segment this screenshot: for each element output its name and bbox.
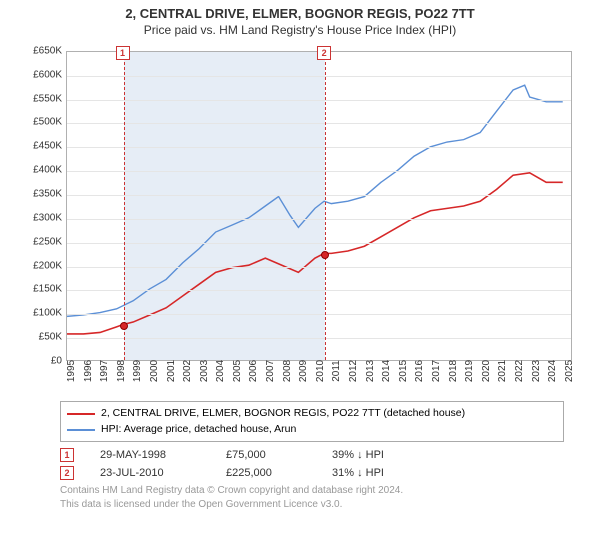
chart-container: 2, CENTRAL DRIVE, ELMER, BOGNOR REGIS, P… [0, 0, 600, 560]
legend-row: 2, CENTRAL DRIVE, ELMER, BOGNOR REGIS, P… [67, 406, 557, 422]
y-axis-label: £100K [20, 308, 62, 319]
sale-price: £75,000 [226, 449, 306, 461]
series-hpi [67, 85, 563, 316]
marker-dot-2 [321, 251, 329, 259]
x-axis-label: 2025 [564, 360, 586, 382]
sale-price: £225,000 [226, 467, 306, 479]
attribution-line-2: This data is licensed under the Open Gov… [60, 498, 570, 512]
gridline-h [67, 100, 571, 101]
y-axis-label: £250K [20, 236, 62, 247]
y-axis-label: £600K [20, 69, 62, 80]
sale-diff: 31% ↓ HPI [332, 467, 432, 479]
marker-dot-1 [120, 322, 128, 330]
marker-line-2 [325, 52, 326, 360]
y-axis-label: £400K [20, 165, 62, 176]
y-axis-label: £50K [20, 332, 62, 343]
attribution: Contains HM Land Registry data © Crown c… [60, 484, 570, 511]
chart-subtitle: Price paid vs. HM Land Registry's House … [14, 23, 586, 37]
sale-diff: 39% ↓ HPI [332, 449, 432, 461]
legend-swatch [67, 413, 95, 415]
sale-marker: 2 [60, 466, 74, 480]
sale-row-1: 1 29-MAY-1998 £75,000 39% ↓ HPI [60, 448, 586, 462]
gridline-h [67, 314, 571, 315]
plot-region [66, 51, 572, 361]
y-axis-label: £500K [20, 117, 62, 128]
legend: 2, CENTRAL DRIVE, ELMER, BOGNOR REGIS, P… [60, 401, 564, 443]
gridline-h [67, 171, 571, 172]
chart-area: £0 £50K £100K £150K £200K £250K £300K £350K £400… [20, 43, 580, 393]
sale-marker: 1 [60, 448, 74, 462]
gridline-h [67, 219, 571, 220]
y-axis-label: £350K [20, 188, 62, 199]
legend-label: HPI: Average price, detached house, Arun [101, 422, 296, 438]
y-axis-label: £0 [20, 355, 62, 366]
y-axis-label: £550K [20, 93, 62, 104]
marker-box-2: 2 [317, 46, 331, 60]
gridline-h [67, 195, 571, 196]
y-axis-label: £450K [20, 141, 62, 152]
legend-row: HPI: Average price, detached house, Arun [67, 422, 557, 438]
gridline-h [67, 267, 571, 268]
y-axis-label: £150K [20, 284, 62, 295]
gridline-h [67, 76, 571, 77]
gridline-h [67, 338, 571, 339]
y-axis-label: £300K [20, 212, 62, 223]
y-axis-label: £650K [20, 45, 62, 56]
attribution-line-1: Contains HM Land Registry data © Crown c… [60, 484, 570, 498]
legend-swatch [67, 429, 95, 431]
marker-line-1 [124, 52, 125, 360]
sale-date: 23-JUL-2010 [100, 467, 200, 479]
marker-box-1: 1 [116, 46, 130, 60]
gridline-h [67, 290, 571, 291]
legend-label: 2, CENTRAL DRIVE, ELMER, BOGNOR REGIS, P… [101, 406, 465, 422]
sale-date: 29-MAY-1998 [100, 449, 200, 461]
gridline-h [67, 243, 571, 244]
gridline-h [67, 147, 571, 148]
gridline-h [67, 123, 571, 124]
sales-table: 1 29-MAY-1998 £75,000 39% ↓ HPI 2 23-JUL-2010… [60, 448, 586, 480]
y-axis-label: £200K [20, 260, 62, 271]
sale-row-2: 2 23-JUL-2010 £225,000 31% ↓ HPI [60, 466, 586, 480]
series-price_paid [67, 173, 563, 334]
chart-title: 2, CENTRAL DRIVE, ELMER, BOGNOR REGIS, P… [14, 6, 586, 23]
